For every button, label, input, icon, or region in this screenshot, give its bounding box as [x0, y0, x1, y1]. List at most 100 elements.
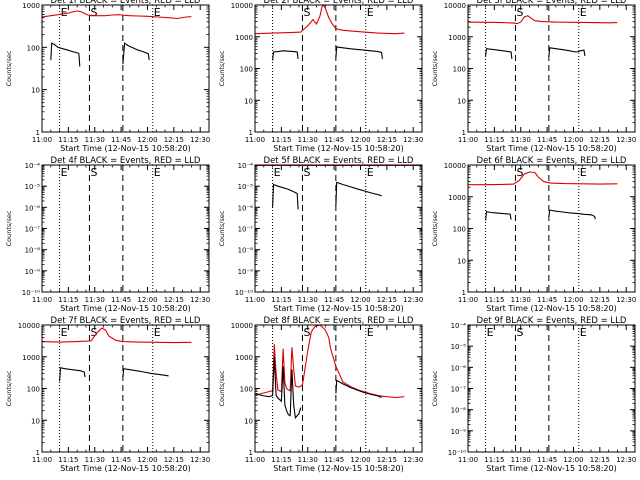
x-tick-label: 11:45 [537, 456, 557, 464]
y-tick-label: 1000 [448, 34, 466, 42]
y-tick-label: 10 [457, 257, 466, 265]
x-tick-label: 12:15 [164, 456, 184, 464]
x-tick-label: 12:30 [616, 136, 636, 144]
y-tick-label: 10⁻¹⁰ [235, 289, 253, 297]
marker-label: E [580, 166, 587, 179]
panel-title: Det 8f BLACK = Events, RED = LLD [264, 316, 414, 326]
y-tick-label: 10000 [231, 2, 253, 10]
y-tick-label: 10 [31, 417, 40, 425]
series-line-lld [41, 327, 192, 344]
marker-label: E [367, 326, 374, 339]
panel-title: Det 7f BLACK = Events, RED = LLD [51, 316, 201, 326]
x-axis-label: Start Time (12-Nov-15 10:58:20) [486, 304, 616, 313]
y-tick-label: 1000 [235, 354, 253, 362]
y-tick-label: 10⁻⁴ [25, 162, 41, 170]
panel-title: Det 4f BLACK = Events, RED = LLD [51, 156, 201, 166]
series-line-events [335, 181, 382, 206]
y-tick-label: 1 [249, 129, 253, 137]
panel-title: Det 2f BLACK = Events, RED = LLD [264, 0, 414, 6]
marker-label: S [516, 166, 523, 179]
series-line-events [485, 210, 512, 221]
x-tick-label: 12:00 [563, 456, 583, 464]
x-tick-label: 12:15 [377, 296, 397, 304]
x-tick-label: 11:30 [85, 296, 105, 304]
x-tick-label: 11:15 [58, 296, 78, 304]
x-tick-label: 12:15 [590, 296, 610, 304]
y-tick-label: 10⁻⁹ [25, 268, 41, 276]
x-axis-label: Start Time (12-Nov-15 10:58:20) [486, 464, 616, 473]
x-tick-label: 12:15 [377, 136, 397, 144]
x-tick-label: 11:15 [484, 136, 504, 144]
y-axis-label: Counts/sec [5, 210, 13, 246]
series-line-lld [468, 171, 618, 186]
x-tick-label: 11:00 [32, 296, 52, 304]
series-line-events [335, 379, 382, 399]
x-tick-label: 11:15 [271, 296, 291, 304]
marker-label: E [61, 6, 68, 19]
plot-frame [41, 4, 210, 133]
y-tick-label: 1000 [448, 194, 466, 202]
y-tick-label: 1 [249, 449, 253, 457]
x-tick-label: 11:30 [298, 136, 318, 144]
y-axis-label: Counts/sec [5, 50, 13, 86]
x-tick-label: 12:00 [563, 296, 583, 304]
y-tick-label: 10⁻⁷ [451, 386, 467, 394]
x-tick-label: 12:30 [190, 136, 210, 144]
marker-label: E [154, 6, 161, 19]
series-line-lld [254, 324, 405, 399]
panel-title: Det 5f BLACK = Events, RED = LLD [264, 156, 414, 166]
y-tick-label: 10000 [444, 162, 466, 170]
y-tick-label: 10⁻⁵ [238, 183, 254, 191]
x-tick-label: 11:00 [245, 136, 265, 144]
series-line-events [122, 368, 169, 378]
x-tick-label: 11:45 [111, 296, 131, 304]
y-axis-label: Counts/sec [431, 210, 439, 246]
x-tick-label: 12:15 [377, 456, 397, 464]
marker-label: E [367, 166, 374, 179]
y-tick-label: 10⁻⁵ [25, 183, 41, 191]
x-tick-label: 12:30 [616, 296, 636, 304]
y-tick-label: 10⁻¹⁰ [22, 289, 40, 297]
y-tick-label: 10⁻⁶ [25, 204, 41, 212]
x-tick-label: 12:00 [137, 136, 157, 144]
y-tick-label: 10⁻⁸ [25, 247, 41, 255]
series-line-events [335, 46, 383, 59]
y-tick-label: 10 [244, 417, 253, 425]
x-tick-label: 11:15 [484, 456, 504, 464]
x-tick-label: 11:45 [111, 136, 131, 144]
x-tick-label: 11:00 [245, 456, 265, 464]
y-tick-label: 10000 [18, 322, 40, 330]
marker-label: E [580, 326, 587, 339]
marker-label: E [61, 166, 68, 179]
x-tick-label: 12:30 [403, 456, 423, 464]
x-tick-label: 11:15 [58, 136, 78, 144]
x-tick-label: 11:45 [324, 456, 344, 464]
y-axis-label: Counts/sec [218, 210, 226, 246]
x-axis-label: Start Time (12-Nov-15 10:58:20) [273, 464, 403, 473]
x-tick-label: 11:30 [85, 136, 105, 144]
x-tick-label: 12:15 [590, 456, 610, 464]
panel-title: Det 6f BLACK = Events, RED = LLD [477, 156, 627, 166]
y-tick-label: 10⁻⁸ [451, 407, 467, 415]
y-tick-label: 10⁻⁶ [451, 364, 467, 372]
y-tick-label: 10⁻⁷ [25, 226, 41, 234]
y-tick-label: 10⁻¹⁰ [448, 449, 466, 457]
x-tick-label: 12:00 [350, 296, 370, 304]
y-axis-label: Counts/sec [218, 370, 226, 406]
x-tick-label: 12:00 [350, 136, 370, 144]
x-tick-label: 11:15 [271, 136, 291, 144]
x-axis-label: Start Time (12-Nov-15 10:58:20) [273, 144, 403, 153]
y-tick-label: 10⁻⁴ [238, 162, 254, 170]
y-tick-label: 10⁻⁷ [238, 226, 254, 234]
series-line-lld [41, 10, 192, 20]
x-tick-label: 11:00 [458, 296, 478, 304]
series-line-events [272, 183, 299, 210]
y-tick-label: 1 [462, 289, 466, 297]
x-tick-label: 11:45 [537, 296, 557, 304]
x-tick-label: 11:30 [298, 296, 318, 304]
